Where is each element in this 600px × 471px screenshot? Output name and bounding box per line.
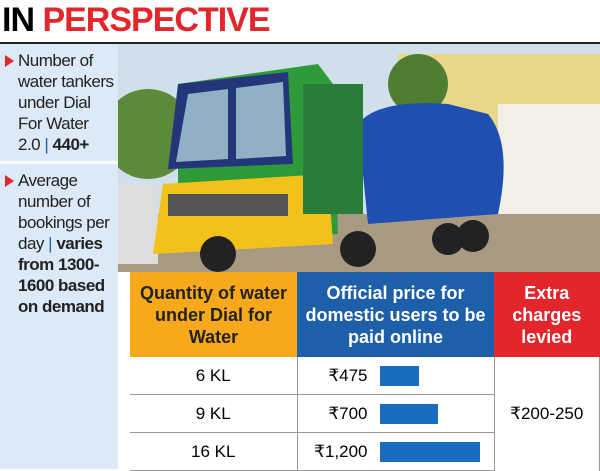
title-black: IN — [2, 1, 35, 39]
arrow-icon — [5, 55, 14, 67]
table-row: 9 KL ₹700 — [130, 394, 600, 433]
price-label: ₹700 — [328, 403, 368, 423]
extra-charges-cell: ₹200-250 — [494, 357, 600, 471]
fact: Average number of bookings per day | var… — [0, 164, 118, 323]
quantity-cell: 6 KL — [130, 357, 298, 395]
divider — [0, 161, 118, 164]
fact-text: Average number of bookings per day — [18, 171, 110, 253]
fact: Number of water tankers under Dial For W… — [0, 44, 118, 161]
price-bar — [379, 441, 480, 462]
price-cell: ₹475 — [297, 357, 495, 395]
price-bar — [379, 403, 438, 424]
table-body: 6 KL ₹475 ₹200-250 9 KL ₹700 16 KL ₹1,200 — [130, 357, 600, 471]
fact-highlight: varies from 1300-1600 based on demand — [18, 234, 105, 316]
separator: | — [44, 135, 49, 154]
fact-text: Number of water tankers under Dial For W… — [18, 51, 114, 154]
price-cell: ₹700 — [297, 394, 495, 433]
column-header: Official price for domestic users to be … — [297, 272, 494, 357]
price-label: ₹1,200 — [314, 441, 368, 461]
price-label: ₹475 — [328, 365, 368, 385]
sidebar: Number of water tankers under Dial For W… — [0, 42, 118, 469]
fact-highlight: 440+ — [52, 135, 90, 154]
column-header: Extra charges levied — [494, 272, 600, 357]
price-table: Quantity of water under Dial for Water O… — [130, 272, 600, 471]
price-cell: ₹1,200 — [297, 432, 495, 471]
arrow-icon — [5, 175, 14, 187]
table-row: 6 KL ₹475 ₹200-250 — [130, 357, 600, 471]
column-header: Quantity of water under Dial for Water — [130, 272, 297, 357]
quantity-cell: 16 KL — [130, 432, 298, 471]
table-row: 16 KL ₹1,200 — [130, 432, 600, 471]
quantity-cell: 9 KL — [130, 394, 298, 433]
tanker-photo — [118, 42, 600, 272]
title: IN PERSPECTIVE — [2, 0, 271, 40]
price-bar — [379, 365, 420, 386]
separator: | — [48, 234, 53, 253]
title-red: PERSPECTIVE — [42, 1, 270, 39]
